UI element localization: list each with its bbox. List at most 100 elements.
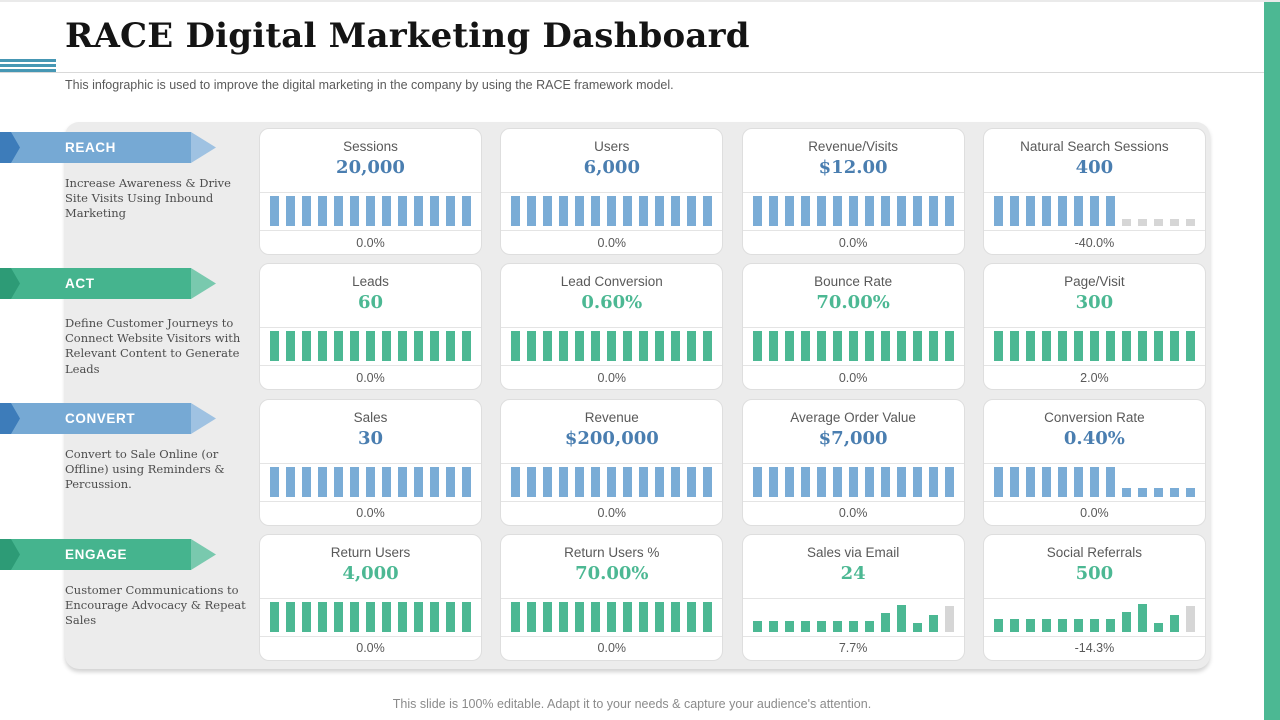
kpi-title: Sales via Email (806, 544, 900, 560)
kpi-card: Bounce Rate 70.00% 0.0% (741, 263, 965, 391)
chart-bar (623, 331, 633, 362)
chart-bar (575, 331, 585, 362)
chart-bar (286, 196, 295, 226)
chart-bar (1105, 331, 1115, 362)
chart-bar (768, 466, 778, 497)
chart-bar (511, 331, 521, 362)
chart-bar (848, 466, 858, 497)
chart-bar (462, 601, 471, 632)
chart-bar (430, 196, 439, 226)
accent-stripe (0, 69, 56, 72)
section-arrow-act: ACT (0, 268, 216, 299)
kpi-card-header: Bounce Rate 70.00% (742, 264, 964, 329)
kpi-value: 30 (357, 427, 384, 449)
chart-bar (1041, 466, 1051, 497)
chart-bar (1073, 331, 1083, 362)
chart-bar (703, 331, 713, 362)
kpi-card: Return Users % 70.00% 0.0% (500, 533, 724, 661)
chart-bar (527, 466, 537, 497)
kpi-card-header: Natural Search Sessions 400 (983, 129, 1205, 193)
arrow-banner (0, 539, 191, 570)
chart-bar (752, 620, 762, 632)
right-accent-bar (1264, 2, 1280, 720)
chart-bar (559, 196, 569, 226)
chart-bar (430, 601, 439, 632)
chart-bar (1105, 466, 1115, 497)
kpi-value: 300 (1075, 292, 1114, 314)
chart-bar (1009, 196, 1019, 226)
chart-bar (575, 196, 585, 226)
chart-bar (848, 331, 858, 362)
chart-bar (462, 466, 471, 497)
arrow-tip (191, 403, 216, 434)
chart-bar (912, 622, 922, 632)
chart-bar (832, 466, 842, 497)
chart-bar (1137, 331, 1147, 362)
chart-bar (334, 196, 343, 226)
kpi-card: Natural Search Sessions 400 -40.0% (982, 128, 1206, 255)
chart-bar (527, 196, 537, 226)
kpi-card-header: Revenue/Visits $12.00 (742, 129, 964, 193)
section-label: ENGAGE (65, 547, 128, 562)
chart-bar (543, 331, 553, 362)
kpi-bar-chart (501, 193, 723, 231)
kpi-bar-chart (260, 599, 481, 637)
chart-bar (671, 196, 681, 226)
chart-bar (1025, 618, 1035, 632)
chart-bar (559, 331, 569, 362)
chart-bar (559, 466, 569, 497)
kpi-change: 0.0% (597, 641, 627, 656)
chart-bar (1169, 614, 1179, 632)
section-description: Customer Communications to Encourage Adv… (65, 583, 246, 628)
chart-bar (880, 466, 890, 497)
chart-bar (623, 601, 633, 632)
chart-bar (1105, 618, 1115, 632)
chart-bar (607, 331, 617, 362)
chart-bar (543, 601, 553, 632)
kpi-title: Revenue/Visits (808, 139, 898, 154)
chart-bar (446, 601, 455, 632)
section-description: Define Customer Journeys to Connect Webs… (65, 316, 241, 376)
chart-bar (286, 331, 295, 362)
kpi-value: 4,000 (342, 562, 399, 584)
chart-bar (800, 331, 810, 362)
kpi-card-header: Users 6,000 (501, 129, 723, 193)
chart-bar (591, 601, 601, 632)
chart-bar (687, 601, 697, 632)
chart-bar (944, 331, 954, 362)
chart-bar (1137, 219, 1147, 226)
kpi-value: 500 (1075, 562, 1114, 584)
kpi-title: Lead Conversion (560, 274, 663, 290)
kpi-bar-chart (501, 464, 723, 502)
chart-bar (912, 196, 922, 226)
kpi-change: 2.0% (1080, 370, 1109, 385)
kpi-card: Users 6,000 0.0% (500, 128, 724, 255)
chart-bar (671, 466, 681, 497)
chart-bar (912, 331, 922, 362)
chart-bar (623, 196, 633, 226)
kpi-title: Return Users % (564, 544, 660, 560)
kpi-card: Sales via Email 24 7.7% (741, 533, 965, 661)
kpi-change: 0.0% (597, 235, 627, 250)
kpi-value: 6,000 (583, 157, 640, 178)
chart-bar (944, 605, 954, 632)
chart-bar (1105, 196, 1115, 226)
chart-bar (270, 196, 279, 226)
chart-bar (398, 196, 407, 226)
kpi-card: Average Order Value $7,000 0.0% (741, 398, 965, 526)
chart-bar (639, 601, 649, 632)
kpi-change: 0.0% (356, 506, 385, 521)
chart-bar (1121, 487, 1131, 497)
chart-bar (286, 601, 295, 632)
chart-bar (1057, 331, 1067, 362)
section-label: CONVERT (65, 411, 136, 426)
kpi-card: Social Referrals 500 -14.3% (982, 533, 1206, 661)
section-label: ACT (65, 276, 95, 291)
page-title: RACE Digital Marketing Dashboard (65, 16, 750, 56)
chart-bar (1169, 219, 1179, 226)
kpi-bar-chart (742, 464, 964, 502)
kpi-title: Page/Visit (1064, 274, 1125, 290)
chart-bar (270, 331, 279, 362)
chart-bar (398, 331, 407, 362)
chart-bar (687, 466, 697, 497)
